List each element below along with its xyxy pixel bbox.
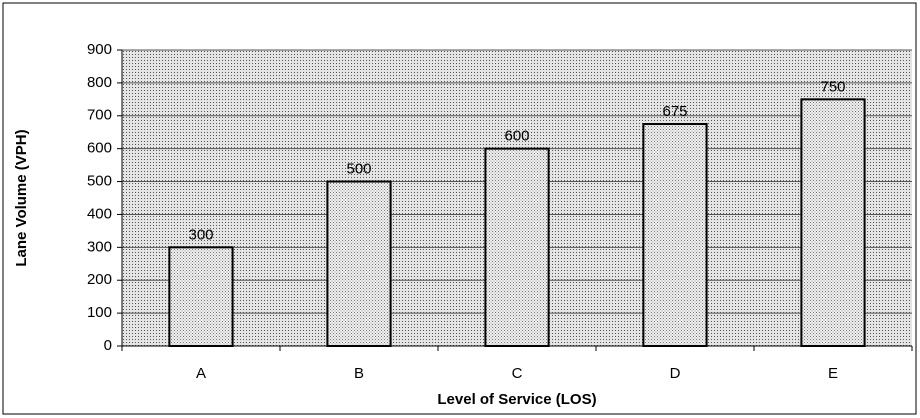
data-label: 750 bbox=[820, 78, 845, 95]
bar bbox=[484, 147, 550, 347]
y-tick-label: 0 bbox=[104, 337, 112, 354]
y-tick-label: 700 bbox=[87, 107, 112, 124]
x-axis-title: Level of Service (LOS) bbox=[437, 391, 596, 408]
x-tick-label: D bbox=[670, 365, 681, 382]
y-axis-title: Lane Volume (VPH) bbox=[13, 129, 30, 266]
bar bbox=[800, 98, 866, 348]
y-tick-label: 400 bbox=[87, 205, 112, 222]
data-label: 675 bbox=[662, 103, 687, 120]
data-label: 300 bbox=[188, 226, 213, 243]
bar bbox=[326, 180, 392, 347]
y-tick-label: 800 bbox=[87, 74, 112, 91]
y-tick-label: 900 bbox=[87, 41, 112, 58]
y-tick-label: 200 bbox=[87, 271, 112, 288]
y-tick-label: 600 bbox=[87, 140, 112, 157]
data-label: 500 bbox=[346, 161, 371, 178]
y-tick-label: 300 bbox=[87, 238, 112, 255]
bar bbox=[642, 123, 708, 347]
x-tick-label: E bbox=[828, 365, 838, 382]
y-tick-label: 100 bbox=[87, 304, 112, 321]
x-tick-label: C bbox=[512, 365, 523, 382]
bar bbox=[168, 246, 234, 347]
data-label: 600 bbox=[504, 128, 529, 145]
y-tick-label: 500 bbox=[87, 173, 112, 190]
x-tick-label: A bbox=[196, 365, 206, 382]
x-tick-label: B bbox=[354, 365, 364, 382]
